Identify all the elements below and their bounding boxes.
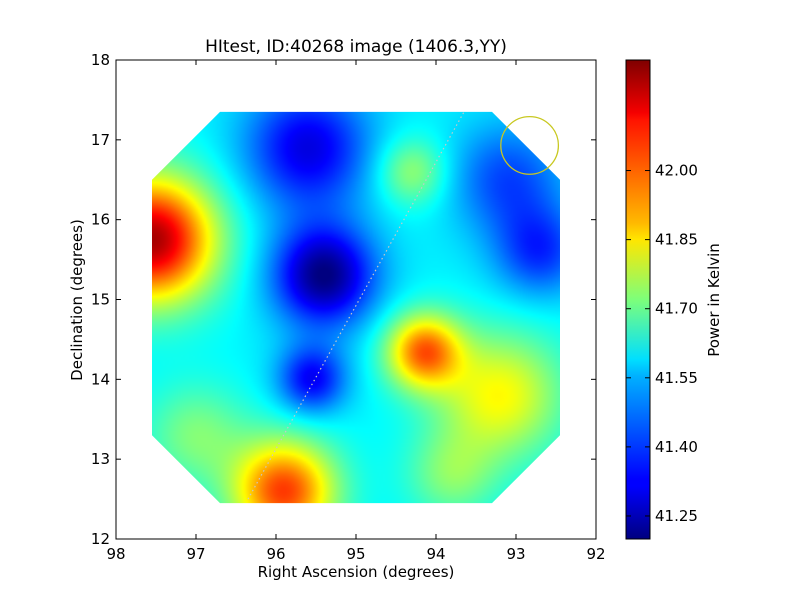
- colorbar-ticks: 41.25 41.40 41.55 41.70 41.85 42.00: [626, 162, 698, 525]
- x-tick-label: 94: [426, 545, 445, 563]
- y-tick-label: 13: [91, 450, 110, 468]
- colorbar-tick-label: 41.40: [655, 438, 698, 456]
- colorbar-tick-label: 41.25: [655, 507, 698, 525]
- x-tick-label: 92: [586, 545, 605, 563]
- colorbar-tick-label: 41.70: [655, 300, 698, 318]
- y-tick-label: 16: [91, 211, 110, 229]
- colorbar-tick-label: 42.00: [655, 162, 698, 180]
- scan-track-line: [247, 111, 465, 500]
- colorbar: [625, 59, 651, 540]
- y-tick-label: 15: [91, 291, 110, 309]
- heatmap-image: [152, 111, 560, 504]
- y-tick-label: 12: [91, 530, 110, 548]
- colorbar-tick-label: 41.55: [655, 369, 698, 387]
- x-tick-label: 98: [106, 545, 125, 563]
- x-tick-label: 93: [506, 545, 525, 563]
- x-tick-label: 97: [186, 545, 205, 563]
- chart-title: HItest, ID:40268 image (1406.3,YY): [205, 37, 507, 57]
- y-axis-ticks: 12 13 14 15 16 17 18: [91, 51, 596, 548]
- beam-circle: [500, 115, 560, 175]
- colorbar-tick-label: 41.85: [655, 231, 698, 249]
- y-tick-label: 18: [91, 51, 110, 69]
- colorbar-label: Power in Kelvin: [705, 243, 723, 357]
- y-tick-label: 17: [91, 131, 110, 149]
- y-axis-label: Declination (degrees): [68, 219, 86, 381]
- x-axis-ticks: 98 97 96 95 94 93 92: [106, 60, 606, 563]
- x-tick-label: 95: [346, 545, 365, 563]
- y-tick-label: 14: [91, 370, 110, 388]
- x-axis-label: Right Ascension (degrees): [258, 563, 455, 581]
- x-tick-label: 96: [266, 545, 285, 563]
